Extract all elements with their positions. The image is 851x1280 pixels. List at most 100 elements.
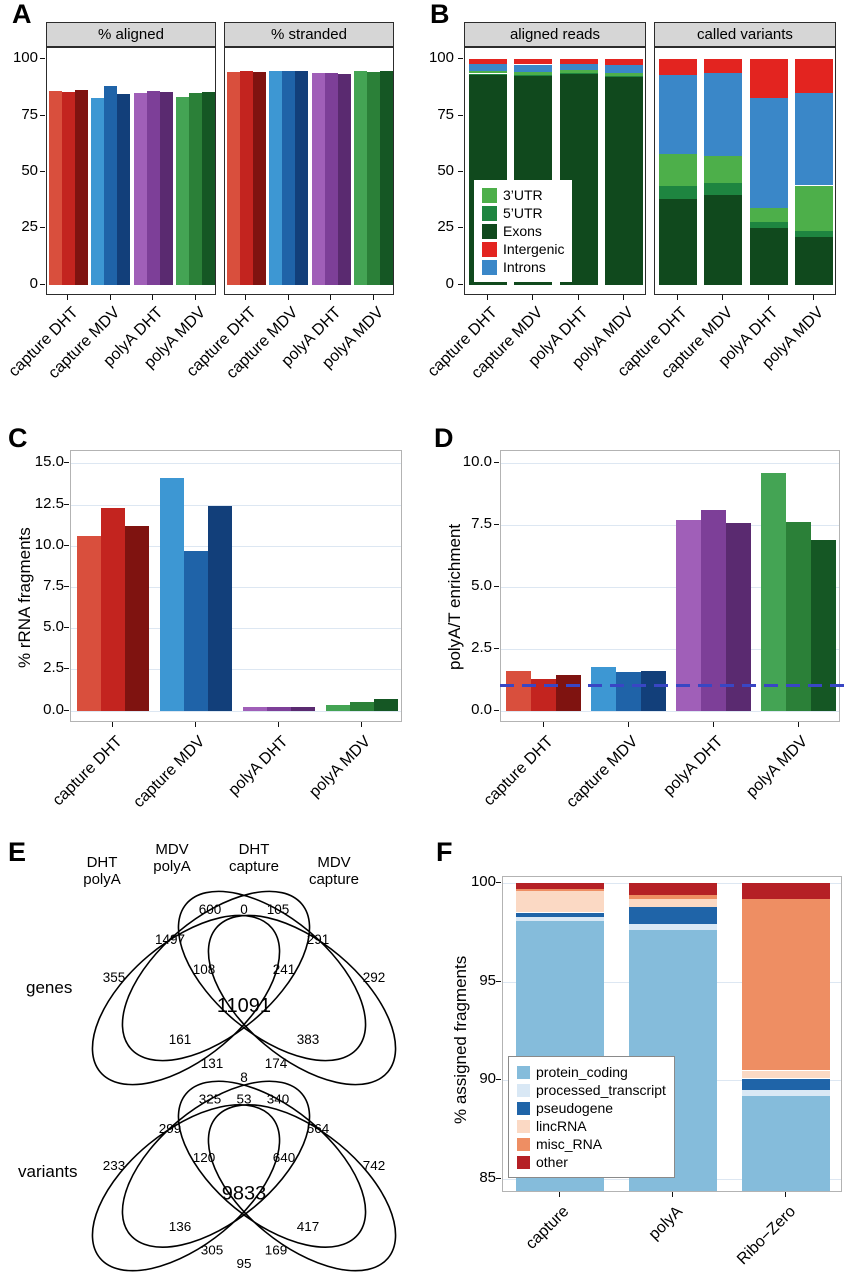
x-tick-mark [676, 295, 678, 300]
venn-count: 0 [240, 902, 248, 917]
x-tick-label-text: capture MDV [563, 733, 642, 812]
bar-segment-3’UTR [468, 70, 507, 74]
y-tick-label: 25 [21, 218, 38, 236]
venn-diagram-genes: 600 0 105 1497 291 355 108 241 292 11091 161 383 131… [91, 890, 397, 1086]
gridline [71, 587, 401, 588]
venn-count: 8 [240, 1070, 248, 1085]
bar [311, 72, 325, 285]
bar-segment-5’UTR [468, 73, 507, 76]
x-tick-label-text: capture [522, 1203, 573, 1253]
bar-segment-Exons [749, 228, 788, 285]
bar [159, 478, 184, 711]
bar [207, 506, 232, 711]
legend-item: 5’UTR [482, 205, 564, 221]
bar [295, 70, 309, 285]
legend-label: lincRNA [536, 1118, 587, 1134]
bar-segment-3’UTR [605, 72, 644, 76]
venn-count: 53 [236, 1092, 251, 1107]
bar [349, 702, 374, 711]
venn-count: 105 [267, 902, 290, 917]
bar-segment-Intergenic [468, 59, 507, 64]
x-tick-label-text: capture MDV [130, 733, 209, 812]
bar [104, 86, 118, 285]
gridline [71, 710, 401, 712]
venn-count: 233 [103, 1158, 126, 1173]
y-tick-mark [64, 668, 69, 670]
facet-strip-aligned-reads: aligned reads [464, 22, 646, 47]
bar-segment-Intergenic [704, 59, 743, 73]
venn-center-count: 11091 [217, 995, 271, 1017]
venn-count: 120 [193, 1150, 216, 1165]
y-tick-mark [458, 283, 463, 285]
x-tick-mark [194, 722, 196, 727]
venn-count: 355 [103, 970, 126, 985]
bar [146, 90, 160, 285]
bar-segment-misc_RNA [742, 898, 831, 1071]
x-tick-mark [194, 295, 196, 300]
panel-d-label: D [434, 423, 454, 453]
venn-set-label-dht-capture: DHT capture [228, 841, 280, 875]
legend-item: misc_RNA [517, 1136, 666, 1152]
bar-segment-lincRNA [742, 1070, 831, 1079]
x-tick-mark [287, 295, 289, 300]
y-tick-label: 85 [479, 1169, 496, 1187]
venn-row-label-variants: variants [18, 1162, 78, 1181]
x-tick-mark [797, 722, 799, 727]
bar [786, 521, 811, 711]
bar [761, 473, 786, 711]
y-tick-label: 25 [437, 218, 454, 236]
legend-label: Exons [503, 223, 542, 239]
x-tick-label-text: polyA [645, 1203, 687, 1244]
bar [242, 707, 267, 711]
x-tick-mark [111, 722, 113, 727]
legend-item: other [517, 1154, 666, 1170]
legend-swatch [482, 241, 497, 257]
bar-segment-processed_transcript [629, 924, 717, 931]
legend-swatch [517, 1119, 530, 1133]
y-tick-mark [496, 1178, 501, 1180]
legend-item: Introns [482, 259, 564, 275]
bar-segment-misc_RNA [515, 888, 604, 891]
x-tick-mark [712, 722, 714, 727]
venn-count: 340 [267, 1092, 290, 1107]
y-tick-label: 75 [437, 105, 454, 123]
bar [726, 522, 751, 711]
gridline [501, 710, 839, 712]
y-tick-label: 2.5 [471, 638, 492, 656]
reference-line [500, 683, 849, 687]
bar-segment-Exons [605, 77, 644, 285]
venn-ellipse [207, 914, 397, 1086]
bar-segment-Exons [658, 199, 697, 285]
y-tick-label: 100 [12, 49, 38, 67]
x-tick-mark [372, 295, 374, 300]
venn-ellipse [207, 1104, 397, 1272]
bar [159, 92, 173, 285]
y-tick-label: 5.0 [43, 618, 64, 636]
legend-label: processed_transcript [536, 1082, 666, 1098]
bar-segment-Introns [795, 93, 834, 186]
venn-count: 136 [169, 1219, 192, 1234]
bar-segment-Introns [704, 72, 743, 157]
y-tick-label: 100 [428, 49, 454, 67]
y-tick-mark [64, 462, 69, 464]
bar-segment-Introns [514, 64, 553, 72]
bar-segment-5’UTR [795, 230, 834, 238]
y-tick-mark [64, 627, 69, 629]
x-tick-mark [627, 722, 629, 727]
y-tick-mark [40, 227, 45, 229]
gridline [501, 587, 839, 588]
bar [325, 704, 350, 711]
x-tick-label-text: Ribo−Zero [734, 1203, 800, 1269]
legend-swatch [517, 1101, 530, 1115]
gridline [71, 504, 401, 506]
bar [117, 94, 131, 285]
bar [380, 70, 393, 285]
bar-segment-3’UTR [514, 71, 553, 75]
venn-set-label-dht-polya: DHT polyA [83, 854, 121, 888]
legend-swatch [517, 1137, 530, 1151]
gridline [501, 463, 839, 465]
bar [290, 707, 315, 711]
venn-count: 161 [169, 1032, 192, 1047]
bar [811, 540, 836, 711]
bar-segment-5’UTR [605, 75, 644, 78]
